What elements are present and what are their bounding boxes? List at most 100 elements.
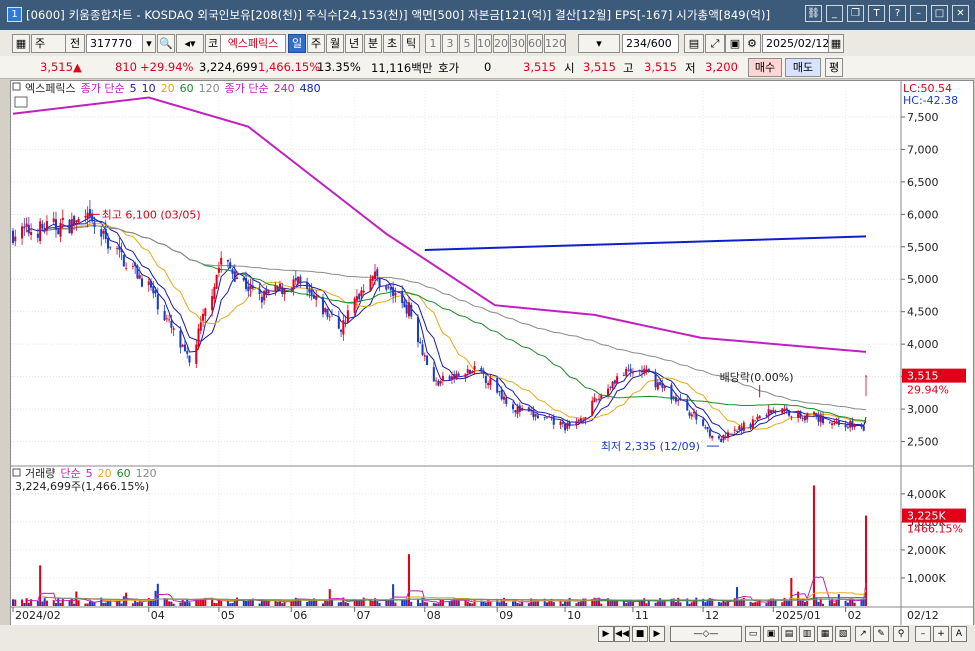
zoom-out-box-icon[interactable]: ▦ (817, 626, 833, 642)
price-volume-chart[interactable]: 7,500 7,000 6,500 6,000 5,500 5,000 4,500 4,000… (11, 81, 973, 626)
zoom-tool-icon[interactable]: ⚲ (893, 626, 909, 642)
stock-code-input[interactable]: 317770 (86, 34, 147, 53)
volume-bar (548, 601, 551, 606)
legend: 엑스페릭스 종가 단순 5 10 20 60 120 종가 단순 240 480 거래량 단순 5 20 6… (12, 82, 321, 493)
period-tab-분[interactable]: 분 (364, 34, 382, 53)
stop-icon[interactable]: ■ (632, 626, 648, 642)
time-tick-label: 12 (705, 609, 719, 622)
candle-body (437, 381, 440, 386)
volume-bar (102, 602, 105, 606)
volume-bar (220, 599, 223, 606)
settings-gear-icon[interactable]: ⚙ (743, 34, 761, 53)
unit-combo[interactable]: ▾ (578, 34, 620, 53)
calendar-icon[interactable]: ▦ (828, 34, 844, 53)
save-icon[interactable]: ▣ (725, 34, 745, 53)
chart-area[interactable]: 7,500 7,000 6,500 6,000 5,500 5,000 4,500 4,000… (10, 80, 974, 627)
minute-option-5[interactable]: 5 (459, 34, 475, 53)
max-window-icon[interactable]: □ (931, 5, 948, 22)
candle-body (23, 226, 26, 229)
volume-bar (498, 602, 501, 606)
zoom-slider[interactable]: —◇— (670, 626, 742, 642)
volume-bar (405, 598, 408, 606)
minute-option-20[interactable]: 20 (493, 34, 509, 53)
volume-bar (299, 598, 302, 606)
stock-name: 엑스페릭스 (220, 34, 286, 53)
period-tab-주[interactable]: 주 (307, 34, 325, 53)
avg-button[interactable]: 평 (825, 58, 843, 77)
candle-body (783, 409, 786, 410)
volume-bar (473, 599, 476, 606)
candle-body (582, 419, 585, 421)
ma480-line (424, 235, 867, 251)
draw-icon[interactable]: ✎ (873, 626, 889, 642)
candle-body (609, 387, 612, 389)
volume-bar (817, 601, 820, 606)
play-icon[interactable]: ▶ (649, 626, 665, 642)
min-window-icon[interactable]: – (910, 5, 927, 22)
volume-bar (369, 600, 372, 606)
zoom-out-icon[interactable]: – (915, 626, 931, 642)
close-icon[interactable]: ✕ (952, 5, 969, 22)
period-tab-년[interactable]: 년 (345, 34, 363, 53)
period-tab-월[interactable]: 월 (326, 34, 344, 53)
candle-body (68, 219, 71, 234)
candle-body (186, 350, 189, 354)
zoom-fit-icon[interactable]: ▣ (763, 626, 779, 642)
minute-option-10[interactable]: 10 (476, 34, 492, 53)
cursor-icon[interactable]: ↗ (855, 626, 871, 642)
period-combo[interactable]: 주 (31, 34, 66, 53)
candle-body (260, 296, 263, 303)
hc-label: HC:-42.38 (903, 94, 958, 107)
volume-bar (441, 599, 444, 606)
zoom-box-icon[interactable]: ▭ (745, 626, 761, 642)
date-input[interactable]: 2025/02/12 (762, 34, 831, 53)
volume-bar (170, 601, 173, 606)
zoom-reset-icon[interactable]: ▤ (781, 626, 797, 642)
minute-option-60[interactable]: 60 (527, 34, 543, 53)
buy-button[interactable]: 매수 (748, 58, 782, 77)
period-tab-틱[interactable]: 틱 (402, 34, 420, 53)
volume-bar (25, 598, 28, 606)
candle-body (337, 316, 340, 329)
volume-bar (831, 598, 834, 606)
screen-number-badge[interactable]: 1 (7, 7, 22, 22)
candle-body (84, 216, 87, 218)
candle-body (405, 304, 408, 314)
compare-icon[interactable]: ⤢ (705, 34, 725, 53)
volume-bar (736, 587, 739, 606)
period-tab-초[interactable]: 초 (383, 34, 401, 53)
snap-icon[interactable]: ▧ (835, 626, 851, 642)
minimize-icon[interactable]: _ (826, 5, 843, 22)
restore-icon[interactable]: ❐ (847, 5, 864, 22)
candle-body (512, 404, 515, 410)
minute-option-120[interactable]: 120 (544, 34, 566, 53)
font-size-icon[interactable]: A (951, 626, 967, 642)
candle-body (73, 215, 76, 226)
scroll-first-icon[interactable]: ◀◀ (614, 626, 630, 642)
volume-bar (14, 599, 17, 606)
prev-button[interactable]: 전 (65, 34, 85, 53)
minute-option-30[interactable]: 30 (510, 34, 526, 53)
minute-option-3[interactable]: 3 (442, 34, 458, 53)
scroll-right-icon[interactable]: ▶ (598, 626, 614, 642)
candle-body (294, 277, 297, 281)
grid-icon[interactable]: ▤ (684, 34, 704, 53)
candle-body (226, 260, 229, 262)
zoom-in-box-icon[interactable]: ▥ (799, 626, 815, 642)
help-icon[interactable]: ? (889, 5, 906, 22)
volume-bar (724, 602, 727, 606)
candle-body (566, 422, 569, 429)
search-icon[interactable]: 🔍 (157, 34, 175, 53)
data-count-input[interactable]: 234/600 (622, 34, 679, 53)
period-tab-일[interactable]: 일 (288, 34, 306, 53)
sell-button[interactable]: 매도 (785, 58, 821, 77)
speaker-icon[interactable]: ◂▾ (176, 34, 204, 53)
minute-option-1[interactable]: 1 (425, 34, 441, 53)
layout-icon[interactable]: ▦ (12, 34, 30, 53)
current-pct-tag: 29.94% (907, 384, 949, 397)
link-icon[interactable]: ⛓ (805, 5, 822, 22)
zoom-in-icon[interactable]: + (933, 626, 949, 642)
volume-bar (331, 599, 334, 606)
pin-icon[interactable]: T (868, 5, 885, 22)
code-dropdown-icon[interactable]: ▾ (142, 34, 156, 53)
